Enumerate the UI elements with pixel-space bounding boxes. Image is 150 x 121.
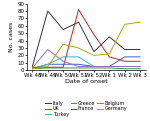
- Y-axis label: No. cases: No. cases: [9, 22, 14, 52]
- X-axis label: Date of onset: Date of onset: [65, 79, 108, 84]
- Legend: Italy, UK, Turkey, Greece, France, Belgium, Germany: Italy, UK, Turkey, Greece, France, Belgi…: [45, 101, 127, 117]
